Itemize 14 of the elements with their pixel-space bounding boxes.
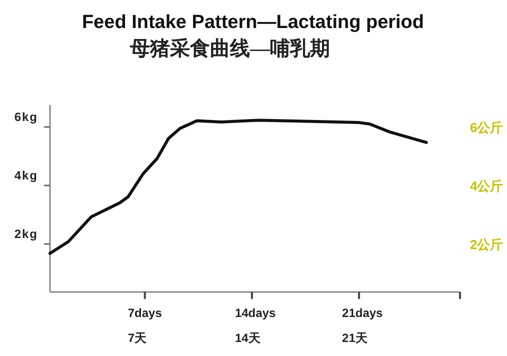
y2-tick-label: 4公斤: [470, 178, 504, 194]
annotation: 14天: [234, 331, 260, 345]
x-tick-label: 21days: [342, 306, 384, 320]
x-tick-label: 7days: [128, 306, 162, 320]
y2-tick-label: 2公斤: [470, 237, 504, 252]
annotation: 21天: [342, 331, 368, 345]
title: Feed Intake Pattern—Lactating period: [82, 12, 424, 33]
y2-tick-label: 6公斤: [470, 120, 504, 135]
subtitle: 母猪采食曲线—哺乳期: [130, 38, 330, 60]
annotation: 7天: [128, 331, 147, 345]
y-tick-label: 6kg: [14, 110, 38, 124]
y-tick-label: 4kg: [14, 168, 38, 182]
y-tick-label: 2kg: [14, 227, 38, 242]
x-tick-label: 14days: [234, 306, 276, 320]
